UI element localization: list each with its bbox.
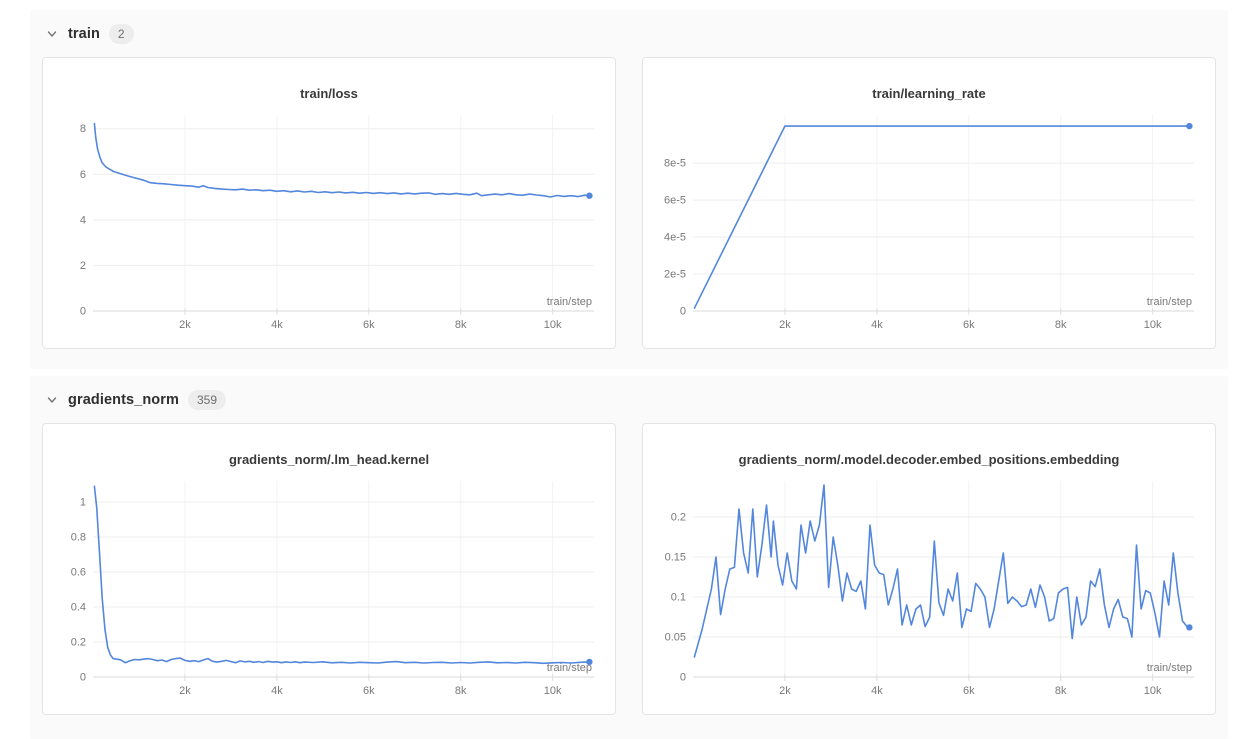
svg-text:10k: 10k [544, 319, 562, 331]
svg-text:0.1: 0.1 [671, 592, 686, 604]
svg-text:8k: 8k [455, 685, 467, 697]
chart-card-train-loss[interactable]: train/loss 2k 4k 6k 8k 10k 0 2 4 6 8 train/step [42, 57, 616, 349]
svg-text:8e-5: 8e-5 [664, 158, 686, 170]
chart-title: train/loss [300, 86, 358, 101]
svg-text:2k: 2k [779, 319, 791, 331]
svg-text:1: 1 [80, 497, 86, 509]
svg-text:10k: 10k [544, 685, 562, 697]
svg-text:0.4: 0.4 [71, 602, 86, 614]
chart-card-embed-positions-embedding[interactable]: gradients_norm/.model.decoder.embed_posi… [642, 423, 1216, 715]
svg-text:0.15: 0.15 [665, 552, 686, 564]
svg-text:0.2: 0.2 [671, 512, 686, 524]
section-train: train 2 train/loss 2k 4k 6k 8k 10k 0 2 4 6 8 train… [30, 10, 1228, 369]
svg-text:4k: 4k [271, 319, 283, 331]
chart-card-train-learning-rate[interactable]: train/learning_rate 2k 4k 6k 8k 10k 0 2e-5 4e-5… [642, 57, 1216, 349]
svg-text:0.05: 0.05 [665, 632, 686, 644]
svg-text:10k: 10k [1144, 685, 1162, 697]
svg-text:2k: 2k [779, 685, 791, 697]
line-chart-train-learning-rate[interactable]: 2k 4k 6k 8k 10k 0 2e-5 4e-5 6e-5 8e-5 train/step [651, 108, 1207, 344]
svg-text:0.8: 0.8 [71, 532, 86, 544]
svg-text:train/step: train/step [547, 296, 592, 308]
svg-text:8k: 8k [1055, 685, 1067, 697]
svg-text:2: 2 [80, 260, 86, 272]
line-chart-train-loss[interactable]: 2k 4k 6k 8k 10k 0 2 4 6 8 train/step [51, 108, 607, 344]
line-chart-embed-positions-embedding[interactable]: 2k 4k 6k 8k 10k 0 0.05 0.1 0.15 0.2 train/step [651, 474, 1207, 710]
chart-title: gradients_norm/.lm_head.kernel [228, 452, 430, 467]
charts-row: gradients_norm/.lm_head.kernel 2k 4k 6k 8k 1… [42, 423, 1216, 715]
line-chart-lm-head-kernel[interactable]: 2k 4k 6k 8k 10k 0 0.2 0.4 0.6 0.8 1 train/step [51, 474, 607, 710]
svg-text:2e-5: 2e-5 [664, 269, 686, 281]
svg-text:6k: 6k [363, 319, 375, 331]
svg-text:10k: 10k [1144, 319, 1162, 331]
svg-text:8k: 8k [455, 319, 467, 331]
chart-title: gradients_norm/.model.decoder.embed_posi… [738, 452, 1120, 467]
svg-text:4k: 4k [271, 685, 283, 697]
section-gradients-norm: gradients_norm 359 gradients_norm/.lm_he… [30, 376, 1228, 739]
svg-text:train/step: train/step [1147, 662, 1192, 674]
chart-card-lm-head-kernel[interactable]: gradients_norm/.lm_head.kernel 2k 4k 6k 8k 1… [42, 423, 616, 715]
chart-title: train/learning_rate [872, 86, 986, 101]
svg-text:0: 0 [680, 672, 686, 684]
chevron-down-icon[interactable] [45, 27, 59, 41]
svg-text:6k: 6k [963, 319, 975, 331]
svg-text:6k: 6k [363, 685, 375, 697]
svg-text:0: 0 [80, 306, 86, 318]
svg-text:4k: 4k [871, 319, 883, 331]
section-title: gradients_norm [68, 392, 179, 408]
svg-text:2k: 2k [179, 319, 191, 331]
charts-row: train/loss 2k 4k 6k 8k 10k 0 2 4 6 8 train/step tr… [42, 57, 1216, 349]
section-train-header[interactable]: train 2 [42, 21, 1216, 47]
svg-text:0.2: 0.2 [71, 637, 86, 649]
svg-text:4k: 4k [871, 685, 883, 697]
svg-text:8k: 8k [1055, 319, 1067, 331]
svg-text:0: 0 [80, 672, 86, 684]
section-count-badge: 359 [187, 390, 227, 410]
section-count-badge: 2 [108, 24, 134, 44]
svg-text:0: 0 [680, 306, 686, 318]
svg-text:0.6: 0.6 [71, 567, 86, 579]
svg-text:6: 6 [80, 169, 86, 181]
svg-text:4e-5: 4e-5 [664, 232, 686, 244]
section-gradients-norm-header[interactable]: gradients_norm 359 [42, 387, 1216, 413]
svg-text:2k: 2k [179, 685, 191, 697]
section-title: train [68, 26, 100, 42]
svg-text:8: 8 [80, 123, 86, 135]
svg-text:6e-5: 6e-5 [664, 195, 686, 207]
chevron-down-icon[interactable] [45, 393, 59, 407]
svg-text:6k: 6k [963, 685, 975, 697]
svg-text:4: 4 [80, 214, 86, 226]
svg-text:train/step: train/step [547, 662, 592, 674]
svg-text:train/step: train/step [1147, 296, 1192, 308]
